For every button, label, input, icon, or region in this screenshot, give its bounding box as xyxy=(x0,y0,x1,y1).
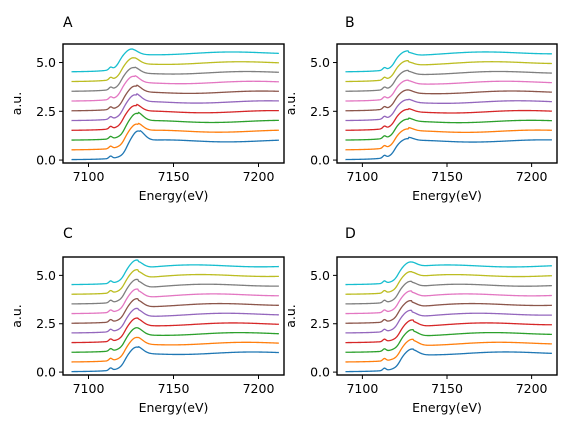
y-axis-label: a.u. xyxy=(283,304,298,328)
series-line-a-2 xyxy=(71,122,279,151)
y-tick-label: 0.0 xyxy=(310,153,330,168)
y-tick-label: 0.0 xyxy=(310,365,330,380)
x-axis-label: Energy(eV) xyxy=(139,400,209,415)
series-line-d-8 xyxy=(345,280,552,305)
series-line-c-4 xyxy=(71,317,279,344)
y-tick-label: 2.5 xyxy=(310,104,330,119)
series-line-b-9 xyxy=(345,60,552,83)
series-line-a-3 xyxy=(71,111,279,141)
series-line-c-9 xyxy=(71,269,279,295)
y-tick-label: 5.0 xyxy=(310,55,330,70)
series-line-a-8 xyxy=(71,66,279,92)
panel-letter: D xyxy=(345,226,356,242)
series-line-d-1 xyxy=(345,348,552,373)
series-line-d-10 xyxy=(345,261,552,286)
series-line-c-5 xyxy=(71,307,279,334)
x-tick-label: 7150 xyxy=(158,381,190,396)
x-axis-label: Energy(eV) xyxy=(412,188,482,203)
series-line-c-8 xyxy=(71,278,279,305)
y-tick-label: 5.0 xyxy=(310,268,330,283)
y-tick-label: 2.5 xyxy=(36,316,56,331)
x-tick-label: 7150 xyxy=(431,381,463,396)
series-line-c-7 xyxy=(71,288,279,315)
series-line-c-3 xyxy=(71,327,279,353)
series-line-d-9 xyxy=(345,270,552,295)
y-tick-label: 2.5 xyxy=(310,316,330,331)
x-axis-label: Energy(eV) xyxy=(139,188,209,203)
series-line-a-9 xyxy=(71,57,279,83)
panel-d: 7100 7150 7200 0.0 2.5 5.0 Energy(eV) a.u. D xyxy=(283,226,558,415)
series-line-b-6 xyxy=(345,89,552,112)
series-line-b-5 xyxy=(345,98,552,122)
series-line-d-5 xyxy=(345,309,552,334)
series-line-a-6 xyxy=(71,84,279,112)
x-tick-label: 7100 xyxy=(346,381,378,396)
y-tick-label: 2.5 xyxy=(36,104,56,119)
x-tick-label: 7200 xyxy=(516,169,548,184)
x-tick-label: 7150 xyxy=(158,169,190,184)
series-line-a-4 xyxy=(71,103,279,131)
y-tick-label: 5.0 xyxy=(36,268,56,283)
y-axis-label: a.u. xyxy=(9,304,24,328)
y-tick-label: 5.0 xyxy=(36,55,56,70)
series-line-c-10 xyxy=(71,259,279,286)
y-tick-label: 0.0 xyxy=(36,153,56,168)
panel-letter: B xyxy=(345,15,355,31)
series-line-c-6 xyxy=(71,298,279,324)
x-tick-label: 7200 xyxy=(516,381,548,396)
series-line-b-10 xyxy=(345,50,552,73)
panel-a: 7100 7150 7200 0.0 2.5 5.0 Energy(eV) a.u. A xyxy=(9,15,285,203)
x-tick-label: 7200 xyxy=(243,381,275,396)
x-tick-label: 7100 xyxy=(346,169,378,184)
x-tick-label: 7100 xyxy=(73,381,105,396)
series-line-a-7 xyxy=(71,74,279,102)
series-line-b-3 xyxy=(345,117,552,141)
x-tick-label: 7200 xyxy=(243,169,275,184)
x-axis-label: Energy(eV) xyxy=(412,400,482,415)
y-axis-label: a.u. xyxy=(283,92,298,116)
series-line-a-10 xyxy=(71,48,279,73)
panel-letter: A xyxy=(63,15,73,31)
y-axis-label: a.u. xyxy=(9,92,24,116)
series-line-d-3 xyxy=(345,328,552,353)
series-line-d-2 xyxy=(345,338,552,363)
x-tick-label: 7100 xyxy=(73,169,105,184)
y-tick-label: 0.0 xyxy=(36,365,56,380)
series-line-b-7 xyxy=(345,79,552,102)
series-line-c-1 xyxy=(71,346,279,373)
panel-b: 7100 7150 7200 0.0 2.5 5.0 Energy(eV) a.u. B xyxy=(283,15,558,203)
series-line-c-2 xyxy=(71,336,279,363)
panel-letter: C xyxy=(63,226,73,242)
series-line-b-8 xyxy=(345,69,552,92)
series-line-d-6 xyxy=(345,299,552,324)
series-line-d-7 xyxy=(345,290,552,315)
series-line-d-4 xyxy=(345,319,552,344)
series-line-b-4 xyxy=(345,107,552,131)
series-line-b-2 xyxy=(345,126,552,151)
x-tick-label: 7150 xyxy=(431,169,463,184)
series-line-a-1 xyxy=(71,129,279,161)
panel-c: 7100 7150 7200 0.0 2.5 5.0 Energy(eV) a.u. C xyxy=(9,226,285,415)
series-line-a-5 xyxy=(71,93,279,122)
series-line-b-1 xyxy=(345,136,552,161)
